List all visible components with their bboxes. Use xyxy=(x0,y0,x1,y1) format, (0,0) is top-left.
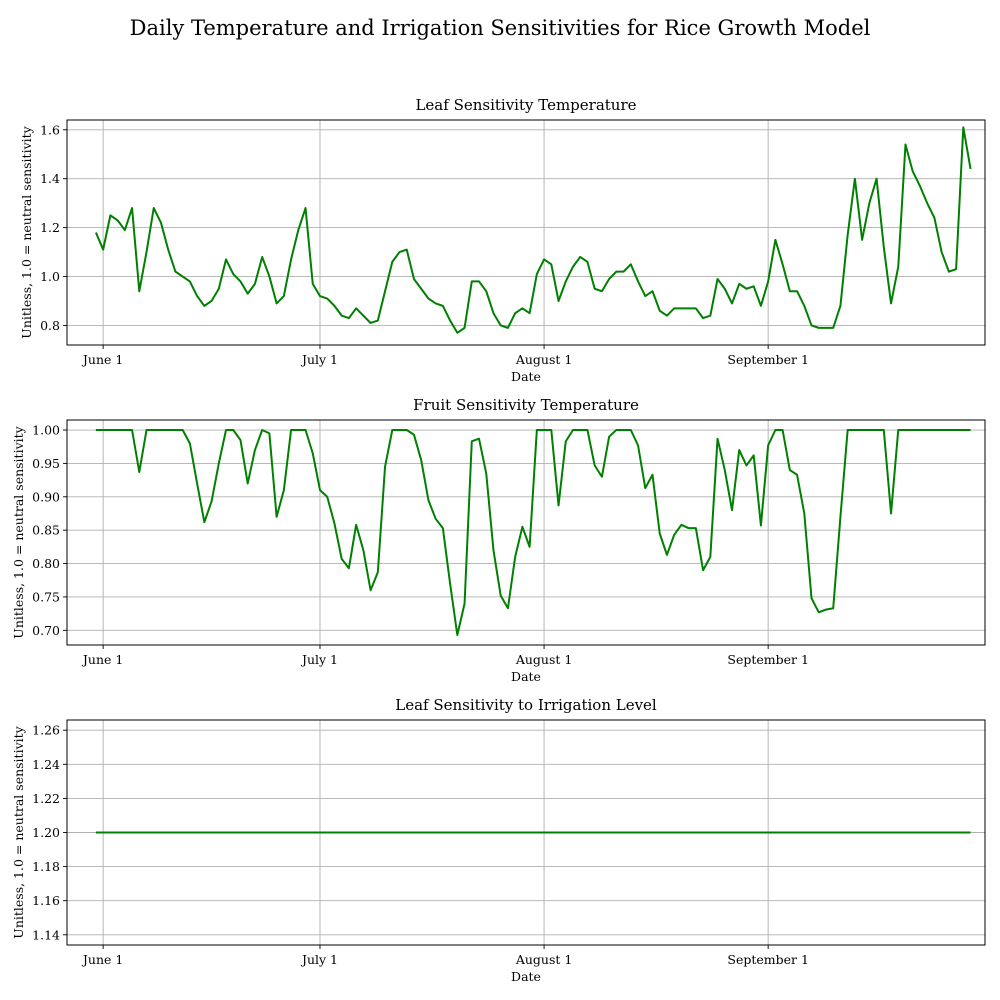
chart-title: Leaf Sensitivity Temperature xyxy=(415,96,636,114)
y-tick-label: 1.4 xyxy=(40,171,60,186)
chart-title: Fruit Sensitivity Temperature xyxy=(413,396,639,414)
x-tick-label: September 1 xyxy=(727,952,809,967)
y-tick-label: 1.26 xyxy=(32,723,60,738)
y-tick-label: 1.0 xyxy=(40,269,60,284)
figure-title: Daily Temperature and Irrigation Sensiti… xyxy=(130,16,871,40)
x-tick-label: September 1 xyxy=(727,352,809,367)
x-tick-label: July 1 xyxy=(300,652,338,667)
x-tick-label: June 1 xyxy=(81,952,123,967)
chart-title: Leaf Sensitivity to Irrigation Level xyxy=(395,696,657,714)
x-axis-label: Date xyxy=(511,369,541,384)
y-tick-label: 0.70 xyxy=(32,623,60,638)
chart-panel: June 1 July 1 August 1 September 1 1.14 1.16 1… xyxy=(11,696,986,984)
x-axis-label: Date xyxy=(511,969,541,984)
chart-panel: June 1 July 1 August 1 September 1 0.70 0.75 0… xyxy=(11,396,986,684)
y-tick-label: 1.20 xyxy=(32,825,60,840)
x-tick-label: August 1 xyxy=(515,352,573,367)
series-line xyxy=(94,126,972,334)
y-axis-label: Unitless, 1.0 = neutral sensitivity xyxy=(11,725,26,938)
y-tick-label: 1.24 xyxy=(32,757,60,772)
y-axis-label: Unitless, 1.0 = neutral sensitivity xyxy=(11,425,26,638)
y-tick-label: 1.6 xyxy=(40,122,60,137)
y-tick-label: 0.80 xyxy=(32,556,60,571)
x-axis-label: Date xyxy=(511,669,541,684)
y-tick-label: 1.00 xyxy=(32,423,60,438)
x-tick-label: August 1 xyxy=(515,652,573,667)
y-axis-label: Unitless, 1.0 = neutral sensitivity xyxy=(19,125,34,338)
y-tick-label: 0.75 xyxy=(32,589,60,604)
y-tick-label: 1.22 xyxy=(32,791,60,806)
x-tick-label: July 1 xyxy=(300,952,338,967)
x-tick-label: August 1 xyxy=(515,952,573,967)
plot-frame xyxy=(66,419,986,646)
y-tick-label: 1.18 xyxy=(32,859,60,874)
y-tick-label: 1.16 xyxy=(32,893,60,908)
y-tick-label: 0.8 xyxy=(40,318,60,333)
chart-panels: June 1 July 1 August 1 September 1 0.8 1.0 1.2… xyxy=(11,96,986,984)
x-tick-label: June 1 xyxy=(81,652,123,667)
x-tick-label: September 1 xyxy=(727,652,809,667)
series-line xyxy=(95,429,971,636)
chart-panel: June 1 July 1 August 1 September 1 0.8 1.0 1.2… xyxy=(19,96,986,384)
y-tick-label: 0.85 xyxy=(32,523,60,538)
y-tick-label: 1.2 xyxy=(40,220,60,235)
x-tick-label: June 1 xyxy=(81,352,123,367)
x-tick-label: July 1 xyxy=(300,352,338,367)
y-tick-label: 0.95 xyxy=(32,456,60,471)
y-tick-label: 1.14 xyxy=(32,927,60,942)
plot-frame xyxy=(66,119,986,346)
y-tick-label: 0.90 xyxy=(32,489,60,504)
